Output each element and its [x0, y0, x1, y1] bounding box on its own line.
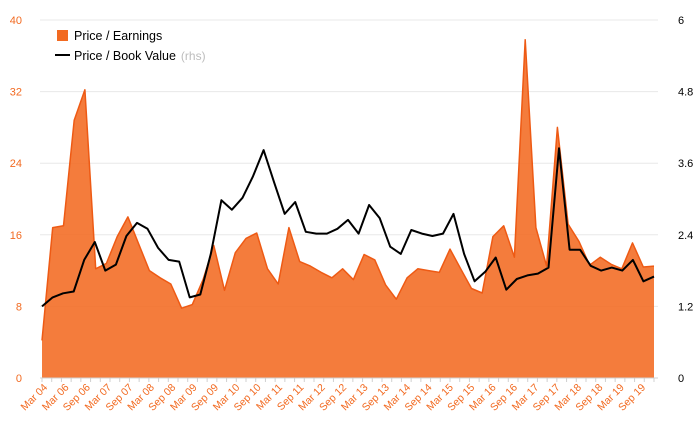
y-left-tick-2: 16	[10, 230, 22, 242]
y-right-tick-3: 3.6	[678, 158, 693, 170]
legend-swatch-pe	[57, 30, 68, 41]
pe-area-layer	[41, 38, 655, 378]
pb-line	[41, 147, 655, 308]
y-left-tick-3: 24	[10, 158, 22, 170]
y-left-tick-4: 32	[10, 87, 22, 99]
y-left-tick-5: 40	[10, 15, 22, 27]
y-right-tick-2: 2.4	[678, 230, 693, 242]
legend: Price / Earnings Price / Book Value (rhs)	[55, 29, 206, 63]
y-right-tick-5: 6	[678, 15, 684, 27]
pe-area	[42, 39, 654, 378]
legend-label-pb: Price / Book Value (rhs)	[74, 49, 206, 63]
y-right-tick-4: 4.8	[678, 87, 693, 99]
y-right-tick-1: 1.2	[678, 301, 693, 313]
legend-label-pe: Price / Earnings	[74, 29, 162, 43]
pe-area-outline	[41, 38, 655, 341]
y-left-tick-1: 8	[16, 301, 22, 313]
pb-line-layer	[41, 147, 655, 308]
y-right-tick-0: 0	[678, 373, 684, 385]
legend-label-pb-text: Price / Book Value	[74, 49, 176, 63]
y-left-tick-0: 0	[16, 373, 22, 385]
legend-label-pb-suffix: (rhs)	[181, 49, 206, 63]
